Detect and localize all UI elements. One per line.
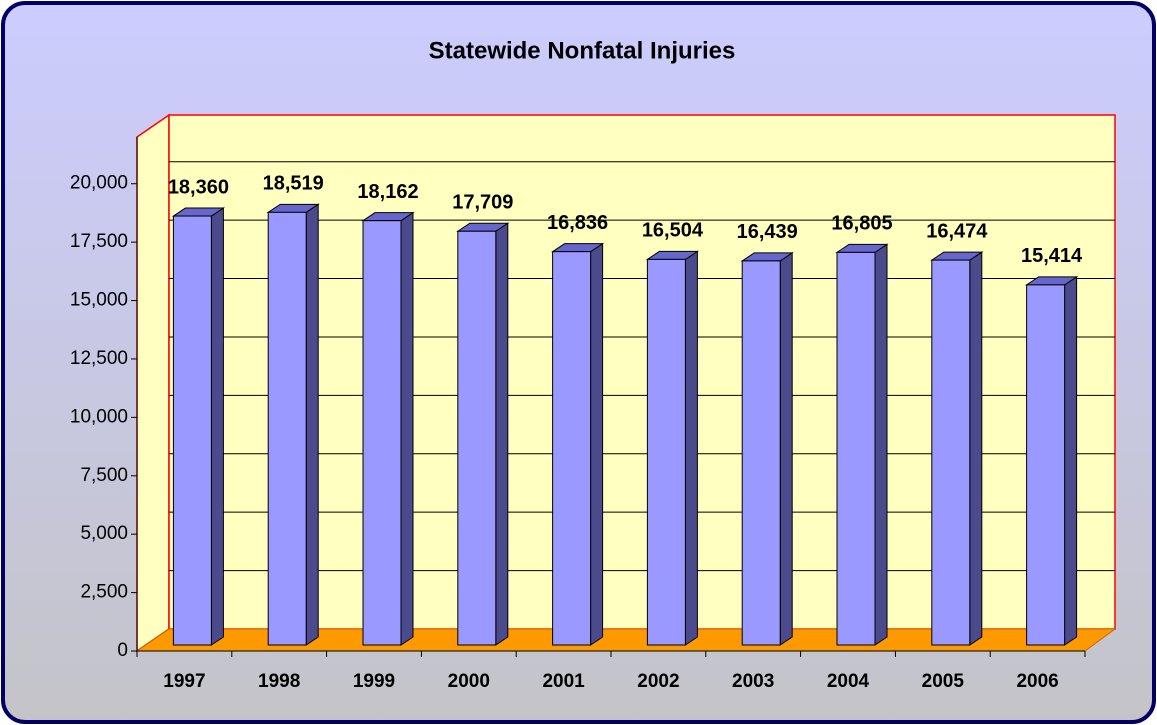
- bar-side: [590, 242, 604, 646]
- bar-side: [400, 211, 414, 646]
- y-tick-label: 15,000: [70, 290, 128, 311]
- bar: [836, 251, 876, 646]
- y-tick-label: 7,500: [80, 465, 128, 486]
- y-tick-label: 20,000: [70, 173, 128, 194]
- bar: [1026, 284, 1066, 646]
- bar-side: [874, 243, 888, 646]
- bar: [172, 215, 212, 646]
- x-tick-label: 2005: [922, 671, 965, 692]
- y-tick-label: 2,500: [80, 582, 128, 603]
- bar: [457, 230, 497, 646]
- value-label: 16,504: [642, 220, 704, 242]
- bar: [931, 259, 971, 646]
- value-label: 16,474: [926, 220, 988, 242]
- bar: [267, 211, 307, 646]
- x-tick-label: 2001: [542, 671, 585, 692]
- x-tick-label: 2000: [448, 671, 490, 692]
- value-label: 16,836: [547, 212, 608, 234]
- bar: [552, 251, 592, 646]
- value-label: 16,805: [831, 213, 892, 235]
- side-wall: [136, 113, 170, 653]
- bar: [741, 260, 781, 646]
- bar-side: [1064, 275, 1078, 646]
- x-tick-label: 2003: [732, 671, 774, 692]
- value-label: 18,360: [168, 176, 229, 198]
- y-tick-label: 5,000: [80, 523, 128, 544]
- value-label: 18,519: [263, 173, 324, 195]
- value-label: 15,414: [1021, 245, 1083, 267]
- value-label: 18,162: [357, 181, 418, 203]
- y-tick-label: 12,500: [70, 348, 128, 369]
- x-tick-label: 2002: [637, 671, 679, 692]
- y-tick-label: 0: [117, 640, 128, 661]
- bar-side: [210, 207, 224, 646]
- plot: 0 2,500 5,000 7,500 10,000 12,500 15,000 17,500…: [70, 137, 1115, 692]
- x-tick-label: 2006: [1016, 671, 1058, 692]
- bar-side: [969, 251, 983, 646]
- x-tick-label: 1997: [163, 671, 205, 692]
- bar-side: [684, 250, 698, 646]
- x-tick-label: 1998: [258, 671, 300, 692]
- bar: [646, 258, 686, 646]
- value-label: 17,709: [452, 192, 513, 214]
- chart-title: Statewide Nonfatal Injuries: [429, 37, 736, 64]
- bar-side: [779, 251, 793, 646]
- bar: [362, 220, 402, 646]
- bar-side: [495, 222, 509, 646]
- x-tick-label: 2004: [827, 671, 870, 692]
- x-tick-label: 1999: [353, 671, 395, 692]
- value-label: 16,439: [737, 221, 798, 243]
- y-tick-label: 10,000: [70, 406, 128, 427]
- y-tick-label: 17,500: [70, 231, 128, 252]
- bar-side: [305, 203, 319, 646]
